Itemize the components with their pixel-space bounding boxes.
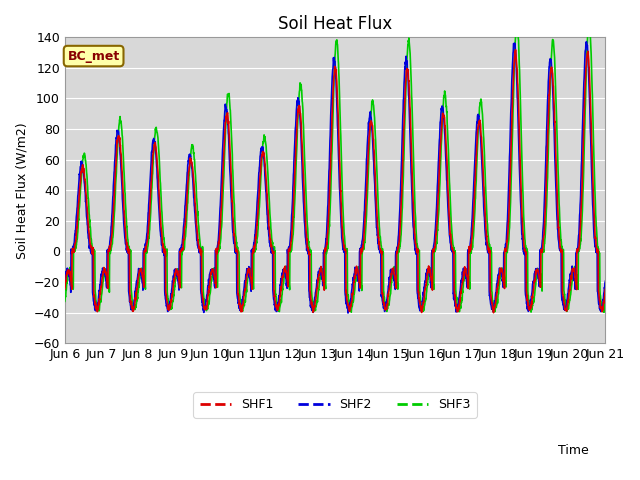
SHF2	[554, 227, 562, 233]
SHF3	[600, 310, 608, 315]
SHF1	[554, 215, 562, 220]
SHF2	[582, 39, 590, 45]
SHF2	[61, 279, 68, 285]
SHF3	[362, 217, 370, 223]
Text: BC_met: BC_met	[67, 49, 120, 62]
SHF3	[212, 270, 220, 276]
SHF2	[569, 268, 577, 274]
SHF1	[570, 265, 577, 271]
SHF3	[61, 299, 68, 304]
SHF3	[351, 288, 358, 294]
SHF2	[344, 310, 352, 316]
SHF1	[490, 310, 497, 316]
SHF2	[212, 247, 220, 253]
SHF1	[351, 273, 358, 279]
SHF1	[512, 47, 520, 53]
SHF1	[61, 286, 68, 292]
Title: Soil Heat Flux: Soil Heat Flux	[278, 15, 392, 33]
SHF3	[569, 274, 577, 279]
Text: Time: Time	[558, 444, 589, 456]
SHF3	[602, 298, 609, 304]
SHF2	[363, 156, 371, 162]
SHF2	[492, 288, 500, 293]
SHF2	[351, 267, 358, 273]
SHF3	[513, 18, 520, 24]
Y-axis label: Soil Heat Flux (W/m2): Soil Heat Flux (W/m2)	[15, 122, 28, 259]
Line: SHF2: SHF2	[65, 42, 605, 313]
SHF1	[362, 192, 370, 198]
Legend: SHF1, SHF2, SHF3: SHF1, SHF2, SHF3	[193, 392, 477, 418]
SHF1	[492, 294, 500, 300]
SHF3	[554, 160, 562, 166]
SHF3	[492, 302, 500, 308]
SHF2	[602, 278, 609, 284]
SHF1	[212, 280, 220, 286]
Line: SHF3: SHF3	[65, 21, 605, 312]
Line: SHF1: SHF1	[65, 50, 605, 313]
SHF1	[602, 286, 609, 292]
